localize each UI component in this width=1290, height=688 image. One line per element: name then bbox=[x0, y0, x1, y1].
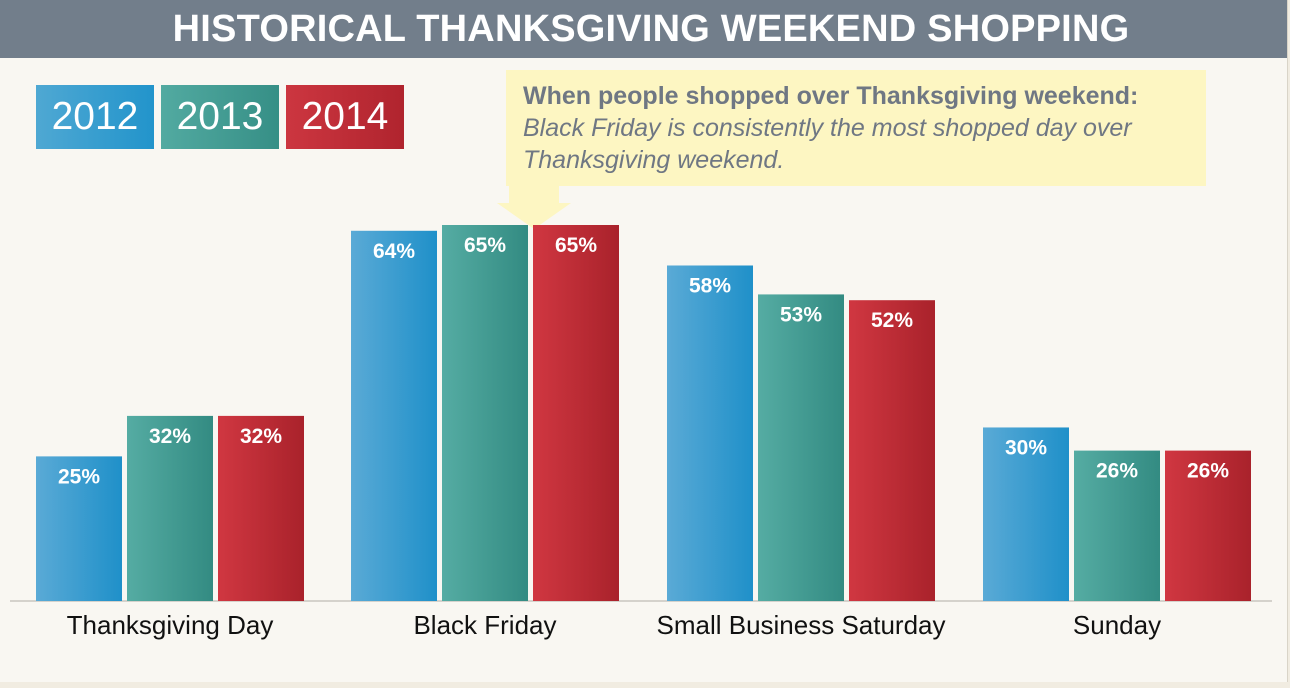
data-label-small-business-saturday-2012: 58% bbox=[689, 274, 731, 297]
data-label-thanksgiving-day-2014: 32% bbox=[240, 425, 282, 448]
callout-line-1: Black Friday is consistently the most sh… bbox=[523, 114, 1132, 142]
data-label-black-friday-2014: 65% bbox=[555, 234, 597, 257]
category-label-small-business-saturday: Small Business Saturday bbox=[656, 610, 945, 640]
bar-black-friday-2012 bbox=[351, 230, 437, 602]
bar-small-business-saturday-2013 bbox=[758, 294, 844, 601]
bar-small-business-saturday-2012 bbox=[667, 265, 753, 601]
callout-box: When people shopped over Thanksgiving we… bbox=[506, 70, 1206, 186]
bar-black-friday-2014 bbox=[533, 225, 619, 601]
chart-title: HISTORICAL THANKSGIVING WEEKEND SHOPPING bbox=[172, 7, 1130, 50]
callout-heading: When people shopped over Thanksgiving we… bbox=[523, 82, 1139, 110]
data-label-thanksgiving-day-2012: 25% bbox=[58, 465, 100, 488]
bar-sunday-2012 bbox=[983, 427, 1069, 601]
bar-thanksgiving-day-2014 bbox=[218, 415, 304, 601]
legend-item-2013: 2013 bbox=[161, 85, 279, 149]
data-label-small-business-saturday-2014: 52% bbox=[871, 309, 913, 332]
bar-small-business-saturday-2014 bbox=[849, 300, 935, 601]
data-label-thanksgiving-day-2013: 32% bbox=[149, 425, 191, 448]
bar-black-friday-2013 bbox=[442, 225, 528, 601]
callout-line-2: Thanksgiving weekend. bbox=[523, 146, 785, 174]
data-label-sunday-2014: 26% bbox=[1187, 460, 1229, 483]
category-label-thanksgiving-day: Thanksgiving Day bbox=[67, 610, 274, 640]
data-label-black-friday-2012: 64% bbox=[373, 240, 415, 263]
legend-item-2012: 2012 bbox=[36, 85, 154, 149]
bar-thanksgiving-day-2013 bbox=[127, 415, 213, 601]
category-label-black-friday: Black Friday bbox=[413, 610, 556, 640]
data-label-sunday-2013: 26% bbox=[1096, 460, 1138, 483]
bar-sunday-2013 bbox=[1074, 450, 1160, 601]
data-label-black-friday-2013: 65% bbox=[464, 234, 506, 257]
bar-sunday-2014 bbox=[1165, 450, 1251, 601]
legend-item-2014: 2014 bbox=[286, 85, 404, 149]
data-label-small-business-saturday-2013: 53% bbox=[780, 303, 822, 326]
data-label-sunday-2012: 30% bbox=[1005, 436, 1047, 459]
title-bar: HISTORICAL THANKSGIVING WEEKEND SHOPPING bbox=[0, 0, 1287, 58]
category-label-sunday: Sunday bbox=[1073, 610, 1161, 640]
callout-pointer-arrow bbox=[497, 203, 571, 229]
bar-thanksgiving-day-2012 bbox=[36, 456, 122, 601]
